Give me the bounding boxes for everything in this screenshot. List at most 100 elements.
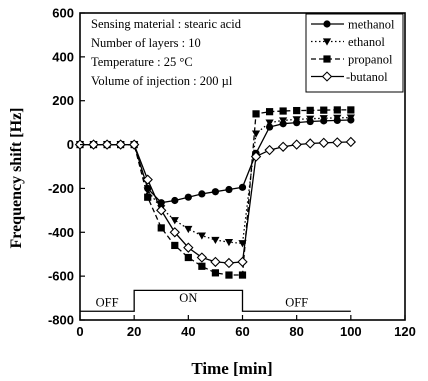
data-point <box>322 38 332 46</box>
data-point <box>291 139 302 150</box>
data-point <box>292 116 301 124</box>
data-point <box>184 253 192 262</box>
data-point <box>211 236 220 245</box>
data-point <box>305 138 316 149</box>
data-point <box>319 115 328 123</box>
x-tick-label: 120 <box>394 324 416 339</box>
legend-label: methanol <box>348 18 395 32</box>
data-point <box>251 130 261 138</box>
y-tick-label: 400 <box>52 49 74 64</box>
data-point <box>333 106 341 114</box>
data-point <box>265 108 274 116</box>
series-butanol <box>74 136 357 269</box>
data-point <box>224 239 234 247</box>
on-off-signal-line <box>80 289 351 312</box>
data-point <box>170 217 179 225</box>
x-tick-label: 40 <box>181 324 195 339</box>
data-point <box>306 106 314 114</box>
data-point <box>115 139 126 150</box>
data-point <box>198 262 206 270</box>
data-point <box>142 174 153 185</box>
phase-label: OFF <box>96 295 119 309</box>
data-point <box>144 193 152 201</box>
data-point <box>318 137 329 148</box>
data-point <box>196 252 208 263</box>
x-tick-label: 20 <box>127 324 141 339</box>
data-point <box>279 117 288 125</box>
data-point <box>265 119 274 127</box>
y-tick-label: 200 <box>52 93 74 108</box>
data-point <box>184 193 192 201</box>
data-point <box>347 106 355 114</box>
series-line <box>80 109 351 276</box>
data-point <box>210 256 221 268</box>
legend-label: -butanol <box>346 70 388 84</box>
series-line <box>80 141 351 264</box>
data-point <box>156 205 167 216</box>
x-tick-label: 80 <box>289 324 303 339</box>
y-tick-label: -400 <box>48 225 74 240</box>
data-point <box>157 224 165 232</box>
data-point <box>277 141 289 152</box>
data-point <box>211 188 220 196</box>
data-point <box>183 242 194 253</box>
data-point <box>321 71 333 82</box>
x-tick-label: 0 <box>76 324 83 339</box>
y-tick-label: 600 <box>52 6 74 21</box>
data-point <box>320 106 328 114</box>
data-point <box>211 269 220 277</box>
data-point <box>346 114 355 122</box>
info-line: Volume of injection : 200 µl <box>91 74 233 88</box>
info-line: Number of layers : 10 <box>91 36 201 50</box>
series-ethanol <box>75 114 355 248</box>
legend-box <box>305 13 404 93</box>
data-point <box>252 110 260 118</box>
data-point <box>171 196 179 205</box>
data-point <box>306 115 315 123</box>
data-point <box>238 183 247 191</box>
data-point <box>238 271 247 279</box>
data-point <box>169 227 180 238</box>
data-point <box>237 256 248 268</box>
data-point <box>250 151 262 162</box>
data-point <box>184 225 193 234</box>
x-tick-label: 60 <box>235 324 249 339</box>
series-line <box>80 116 351 244</box>
data-point <box>128 139 140 150</box>
phase-label: ON <box>179 291 197 305</box>
data-point <box>223 257 235 269</box>
data-point <box>323 20 331 28</box>
legend-label: propanol <box>348 53 393 67</box>
data-point <box>88 139 99 150</box>
data-point <box>198 190 206 198</box>
info-box <box>86 14 293 109</box>
data-point <box>264 144 275 156</box>
y-tick-label: -800 <box>48 313 74 328</box>
legend-label: ethanol <box>348 35 385 49</box>
data-point <box>279 107 287 115</box>
data-point <box>171 241 179 250</box>
data-point <box>265 123 274 131</box>
info-line: Temperature : 25 °C <box>91 55 193 69</box>
data-point <box>333 114 342 122</box>
data-point <box>293 106 301 115</box>
info-line: Sensing material : stearic acid <box>91 17 242 31</box>
data-point <box>197 232 206 240</box>
phase-label: OFF <box>285 295 308 309</box>
data-point <box>225 185 233 194</box>
data-point <box>101 139 113 150</box>
data-point <box>332 137 343 148</box>
data-point <box>157 199 165 207</box>
x-axis-label: Time [min] <box>191 359 272 378</box>
data-point <box>345 136 357 148</box>
data-point <box>225 271 233 279</box>
y-axis-label: Frequency shift [Hz] <box>8 107 25 248</box>
y-tick-label: -600 <box>48 269 74 284</box>
series-methanol <box>76 116 355 207</box>
y-tick-label: 0 <box>67 137 74 152</box>
x-tick-label: 100 <box>340 324 362 339</box>
y-tick-label: -200 <box>48 181 74 196</box>
data-point <box>323 55 331 63</box>
